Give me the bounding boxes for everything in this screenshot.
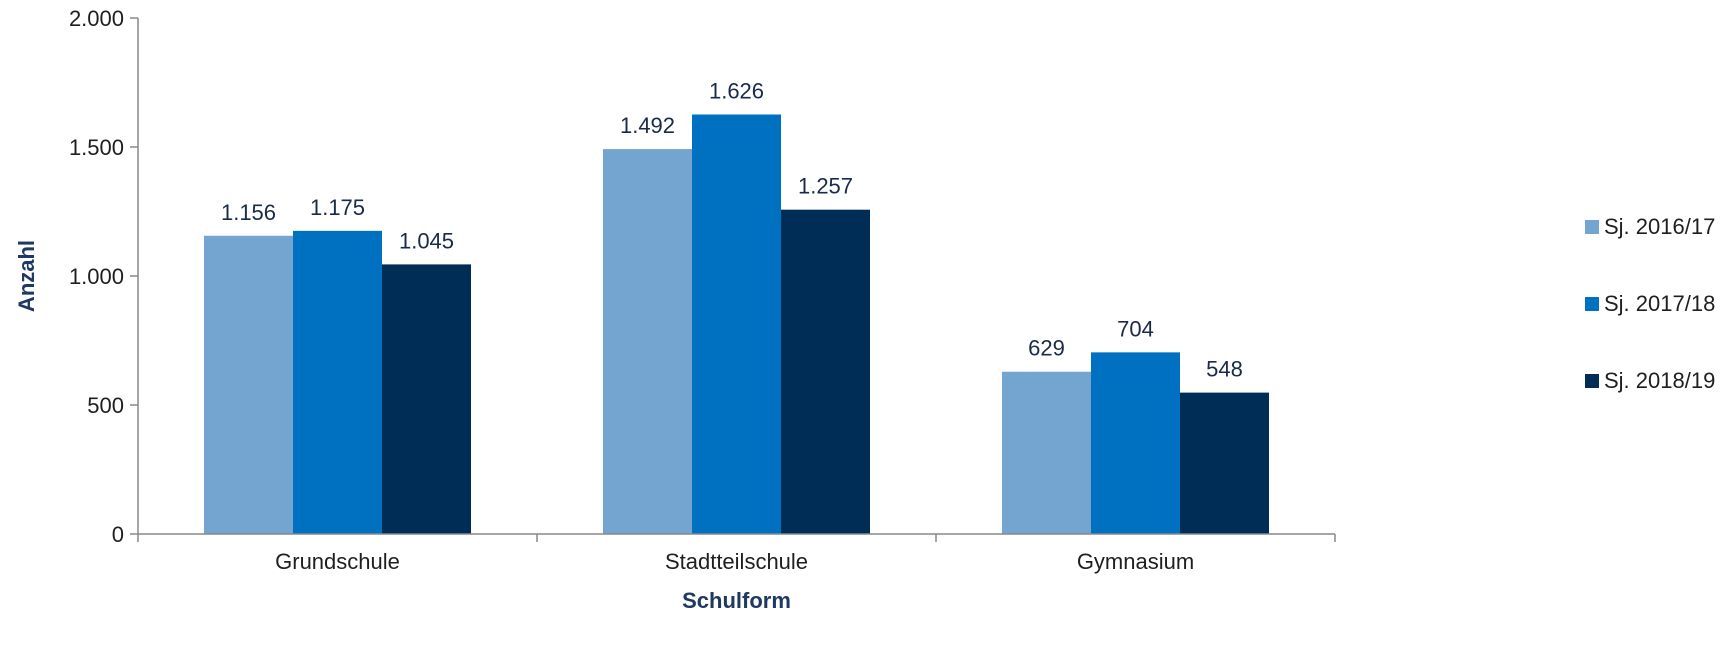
y-tick-label: 500 [87,393,124,418]
bar [204,235,293,534]
bar-value-label: 1.257 [798,174,853,199]
legend-swatch [1585,374,1599,388]
bar-value-label: 629 [1028,336,1065,361]
x-axis-title: Schulform [682,588,791,613]
legend-label: Sj. 2017/18 [1604,291,1715,316]
y-axis-title: Anzahl [14,240,39,312]
bar-value-label: 1.045 [399,228,454,253]
bar [293,230,382,534]
x-tick-label: Gymnasium [1077,549,1194,574]
value-labels-group: 1.156 1.175 1.045 1.492 1.626 1.257 629 704 548 [221,78,1243,381]
bar [1002,371,1091,534]
y-tick-label: 1.500 [69,135,124,160]
y-tick-label: 0 [112,522,124,547]
bar-value-label: 1.156 [221,200,276,225]
legend: Sj. 2016/17 Sj. 2017/18 Sj. 2018/19 [1585,214,1715,393]
bar [603,149,692,534]
bar-value-label: 1.492 [620,113,675,138]
bar [781,209,870,534]
y-tick-label: 1.000 [69,264,124,289]
bar-value-label: 704 [1117,316,1154,341]
bar [1091,352,1180,534]
x-tick-label: Stadtteilschule [665,549,808,574]
bar [1180,392,1269,534]
x-axis-ticks: Grundschule Stadtteilschule Gymnasium [137,534,1336,574]
bars-group [204,114,1269,534]
x-tick-label: Grundschule [275,549,400,574]
bar-value-label: 1.626 [709,78,764,103]
legend-label: Sj. 2016/17 [1604,214,1715,239]
bar [692,114,781,534]
legend-label: Sj. 2018/19 [1604,368,1715,393]
y-axis-ticks: 0 500 1.000 1.500 2.000 [69,6,138,547]
legend-swatch [1585,220,1599,234]
y-tick-label: 2.000 [69,6,124,31]
bar-value-label: 1.175 [310,195,365,220]
bar [382,264,471,534]
bar-value-label: 548 [1206,357,1243,382]
legend-swatch [1585,297,1599,311]
